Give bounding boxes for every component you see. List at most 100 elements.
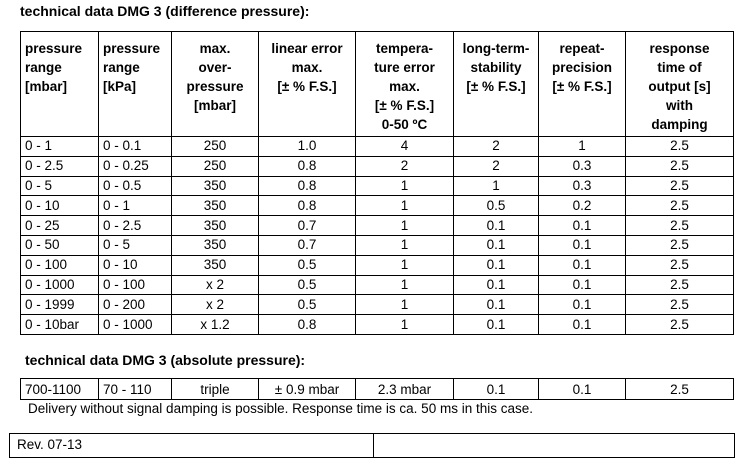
column-header-line: pressure — [103, 41, 161, 56]
table-cell: 2.5 — [625, 314, 734, 335]
column-header-line: time of — [657, 60, 702, 75]
table-cell: 0 - 100 — [20, 254, 99, 276]
table-cell: 0 - 1 — [20, 136, 99, 157]
table-cell: 0.1 — [453, 234, 539, 256]
table-cell: 0.8 — [258, 175, 356, 197]
table-cell: 350 — [171, 175, 259, 197]
table-cell: 0.1 — [538, 274, 626, 296]
table-row: 0 - 10bar 0 - 1000 x 1.2 0.8 1 0.1 0.1 2.5 — [20, 314, 734, 335]
table-cell: 1 — [355, 175, 454, 197]
table-cell: 2.5 — [625, 175, 734, 197]
table-cell: 0.1 — [538, 234, 626, 256]
column-header: tempera-ture error max. [± % F.S.] 0-50 ºC — [355, 31, 454, 137]
table-cell: 2.5 — [625, 215, 734, 236]
table-cell: 1.0 — [258, 136, 356, 157]
table-cell: 0.1 — [453, 274, 539, 296]
table-cell: 70 - 110 — [98, 378, 172, 400]
column-header-line: pressure — [25, 41, 83, 56]
table-cell: 0.1 — [453, 215, 539, 236]
column-header-line: [mbar] — [25, 79, 68, 94]
column-header: pressure range [kPa] — [98, 31, 172, 137]
table-cell: 2.5 — [625, 378, 734, 400]
table-cell: 0.5 — [453, 195, 539, 217]
table-cell: 0 - 25 — [20, 215, 99, 236]
column-header-line: range — [103, 60, 140, 75]
table-cell: 0.1 — [538, 254, 626, 276]
table-cell: 0 - 1000 — [98, 314, 172, 335]
column-header-line: repeat- — [559, 41, 605, 56]
table-cell: 0 - 0.1 — [98, 136, 172, 157]
table-cell: 0 - 10 — [98, 254, 172, 276]
table-cell: 0 - 50 — [20, 234, 99, 256]
table-cell: 0.1 — [453, 254, 539, 276]
column-header-line: max. — [199, 41, 231, 56]
column-header-line: tempera- — [375, 41, 434, 56]
difference-pressure-title: technical data DMG 3 (difference pressur… — [20, 3, 310, 19]
table-cell: 0.1 — [538, 314, 626, 335]
table-cell: 0 - 1 — [98, 195, 172, 217]
table-cell: 0.8 — [258, 195, 356, 217]
column-header: response time of output [s] with damping — [625, 31, 734, 137]
table-row: 0 - 2.5 0 - 0.25 250 0.8 2 2 0.3 2.5 — [20, 155, 734, 177]
table-header-row: pressure range [mbar] pressure range [kPa] max… — [20, 31, 734, 137]
table-cell: 0 - 5 — [98, 234, 172, 256]
table-cell: 0 - 1999 — [20, 294, 99, 316]
table-cell: 0.2 — [538, 195, 626, 217]
table-cell: 250 — [171, 136, 259, 157]
table-cell: 0.1 — [538, 215, 626, 236]
table-cell: x 1.2 — [171, 314, 259, 335]
table-cell: x 2 — [171, 274, 259, 296]
table-cell: 1 — [355, 254, 454, 276]
table-cell: 0.5 — [258, 254, 356, 276]
column-header-line: long-term- — [462, 41, 530, 56]
table-cell: 0.1 — [538, 378, 626, 400]
table-cell: ± 0.9 mbar — [258, 378, 356, 400]
column-header: linear error max. [± % F.S.] — [258, 31, 356, 137]
column-header-line: [± % F.S.] — [374, 98, 435, 113]
table-cell: 4 — [355, 136, 454, 157]
column-header-line: max. — [291, 60, 323, 75]
table-cell: 2 — [453, 155, 539, 177]
column-header-line: stability — [470, 60, 522, 75]
table-cell: 2.5 — [625, 254, 734, 276]
table-cell: 0.1 — [538, 294, 626, 316]
table-cell: 0.1 — [453, 294, 539, 316]
table-cell: 0 - 2.5 — [98, 215, 172, 236]
column-header-line: [± % F.S.] — [552, 79, 612, 94]
column-header-line: pressure — [186, 79, 244, 94]
table-cell: 1 — [355, 274, 454, 296]
table-cell: 0 - 1000 — [20, 274, 99, 296]
table-cell: 2.5 — [625, 136, 734, 157]
table-cell: 250 — [171, 155, 259, 177]
column-header-line: linear error — [271, 41, 343, 56]
footer-box: Rev. 07-13 — [9, 433, 735, 458]
table-cell: 0 - 0.5 — [98, 175, 172, 197]
table-cell: 2.5 — [625, 294, 734, 316]
table-cell: 2 — [355, 155, 454, 177]
column-header: repeat-precision [± % F.S.] — [538, 31, 626, 137]
absolute-pressure-title: technical data DMG 3 (absolute pressure)… — [25, 352, 306, 368]
column-header-line: max. — [389, 79, 420, 94]
table-row: 0 - 25 0 - 2.5 350 0.7 1 0.1 0.1 2.5 — [20, 215, 734, 236]
table-cell: 1 — [355, 215, 454, 236]
column-header-line: [± % F.S.] — [277, 79, 337, 94]
table-cell: 1 — [355, 195, 454, 217]
table-cell: 1 — [355, 294, 454, 316]
table-cell: 2.5 — [625, 274, 734, 296]
table-cell: 1 — [355, 234, 454, 256]
column-header-line: 0-50 ºC — [381, 117, 428, 132]
table-cell: 350 — [171, 234, 259, 256]
column-header: long-term-stability [± % F.S.] — [453, 31, 539, 137]
table-row: 0 - 50 0 - 5 350 0.7 1 0.1 0.1 2.5 — [20, 234, 734, 256]
damping-note: Delivery without signal damping is possi… — [28, 401, 533, 416]
column-header-line: output [s] — [648, 79, 711, 94]
table-cell: 0.5 — [258, 274, 356, 296]
column-header: pressure range [mbar] — [20, 31, 99, 137]
table-cell: 0.3 — [538, 175, 626, 197]
table-cell: 350 — [171, 195, 259, 217]
revision-label: Rev. 07-13 — [17, 437, 83, 452]
table-cell: 2 — [453, 136, 539, 157]
table-cell: 0.3 — [538, 155, 626, 177]
